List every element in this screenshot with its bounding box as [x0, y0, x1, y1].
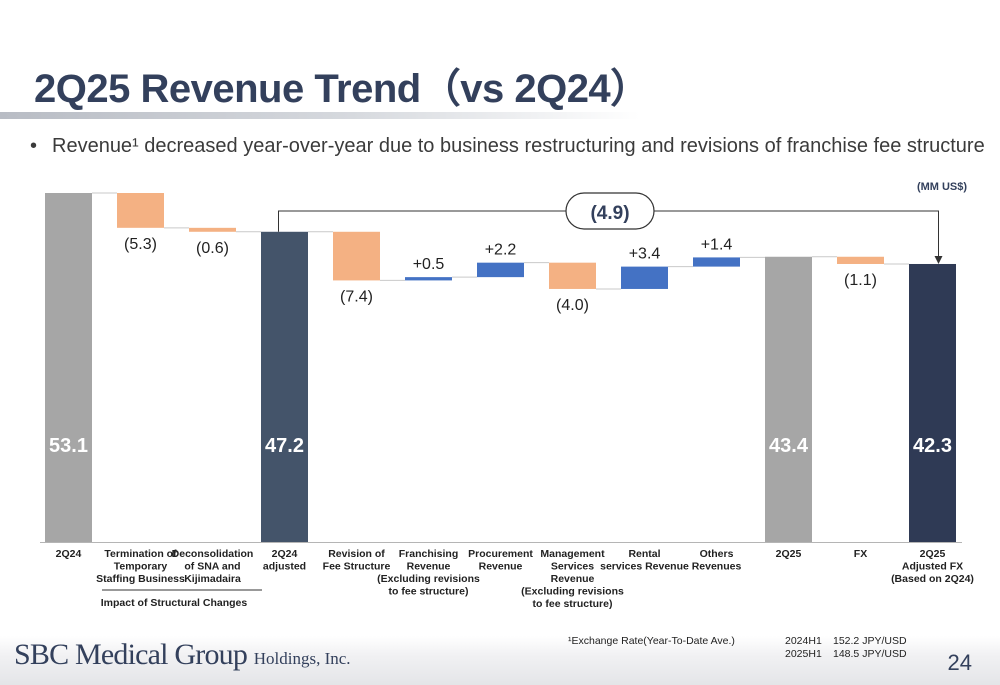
category-label: 2Q24 — [272, 548, 298, 560]
bar-12 — [909, 263, 956, 542]
bar-5 — [405, 277, 452, 281]
fx-period-2: 2025H1 — [785, 648, 822, 660]
category-label: Rental — [628, 548, 660, 560]
category-label: Management — [540, 548, 605, 560]
title-underline — [0, 112, 640, 119]
bar-1 — [117, 193, 164, 228]
change-value-label: +2.2 — [485, 242, 517, 259]
logo-text: SBC Medical Group — [14, 638, 248, 671]
category-label: services Revenue — [600, 561, 689, 573]
bar-3 — [261, 231, 308, 542]
change-value-label: (0.6) — [196, 240, 229, 257]
category-label: (Excluding revisions — [377, 573, 480, 585]
change-value-label: (4.0) — [556, 297, 589, 314]
fx-note-label: ¹Exchange Rate(Year-To-Date Ave.) — [568, 635, 735, 647]
category-label: 2Q25 — [920, 548, 946, 560]
footer-band — [0, 636, 1000, 685]
company-logo: SBC Medical Group Holdings, Inc. — [14, 638, 351, 672]
category-label: Services — [551, 561, 594, 573]
category-label: Deconsolidation — [172, 548, 254, 560]
bracket-label-box — [565, 192, 655, 230]
category-label: Temporary — [114, 561, 168, 573]
change-value-label: (7.4) — [340, 288, 373, 305]
category-label: adjusted — [263, 561, 306, 573]
bracket-label: (4.9) — [590, 203, 629, 224]
category-label: to fee structure) — [389, 586, 469, 598]
change-value-label: +1.4 — [701, 236, 733, 253]
total-value-label: 42.3 — [913, 435, 952, 457]
category-label: to fee structure) — [533, 598, 613, 610]
unit-label: (MM US$) — [917, 181, 967, 193]
category-label: Others — [700, 548, 734, 560]
change-value-label: +0.5 — [413, 256, 445, 273]
category-label: (Excluding revisions — [521, 586, 624, 598]
category-label: of SNA and — [184, 561, 240, 573]
group-label: Impact of Structural Changes — [101, 597, 248, 609]
bar-10 — [765, 256, 812, 542]
category-label: Procurement — [468, 548, 533, 560]
category-label: Kijimadaira — [184, 573, 241, 585]
fx-rate-1: 152.2 JPY/USD — [833, 635, 907, 647]
category-label: Franchising — [399, 548, 459, 560]
category-label: Revision of — [328, 548, 385, 560]
bar-9 — [693, 257, 740, 267]
total-value-label: 47.2 — [265, 435, 304, 457]
category-label: Adjusted FX — [902, 561, 963, 573]
category-label: Revenue — [407, 561, 451, 573]
bar-11 — [837, 256, 884, 264]
bullet-dot-icon: • — [30, 135, 38, 157]
category-label: Revenue — [551, 573, 595, 585]
category-label: FX — [854, 548, 867, 560]
bar-6 — [477, 262, 524, 278]
category-label: Staffing Business — [96, 573, 185, 585]
change-value-label: (5.3) — [124, 236, 157, 253]
category-label: 2Q25 — [776, 548, 802, 560]
change-value-label: (1.1) — [844, 272, 877, 289]
bar-7 — [549, 262, 596, 289]
bar-2 — [189, 227, 236, 232]
bar-0 — [45, 193, 92, 542]
bar-4 — [333, 231, 380, 281]
category-label: (Based on 2Q24) — [891, 573, 974, 585]
fx-rate-2: 148.5 JPY/USD — [833, 648, 907, 660]
page-title: 2Q25 Revenue Trend（vs 2Q24） — [34, 67, 650, 111]
logo-suffix: Holdings, Inc. — [253, 649, 351, 668]
total-value-label: 43.4 — [769, 435, 809, 457]
fx-period-1: 2024H1 — [785, 635, 822, 647]
change-value-label: +3.4 — [629, 246, 661, 263]
category-label: Revenues — [692, 561, 742, 573]
waterfall-chart: (MM US$) 53.1 2Q24 (5.3) Termination ofTempo… — [40, 181, 974, 610]
bar-8 — [621, 266, 668, 289]
page-number: 24 — [947, 650, 972, 675]
category-label: 2Q24 — [56, 548, 82, 560]
bracket-arrow-icon — [934, 255, 943, 264]
category-label: Revenue — [479, 561, 523, 573]
total-value-label: 53.1 — [49, 435, 88, 457]
category-label: Termination of — [104, 548, 177, 560]
category-label: Fee Structure — [323, 561, 391, 573]
summary-text: Revenue¹ decreased year-over-year due to… — [52, 135, 985, 157]
summary-bullet: • Revenue¹ decreased year-over-year due t… — [30, 135, 985, 158]
